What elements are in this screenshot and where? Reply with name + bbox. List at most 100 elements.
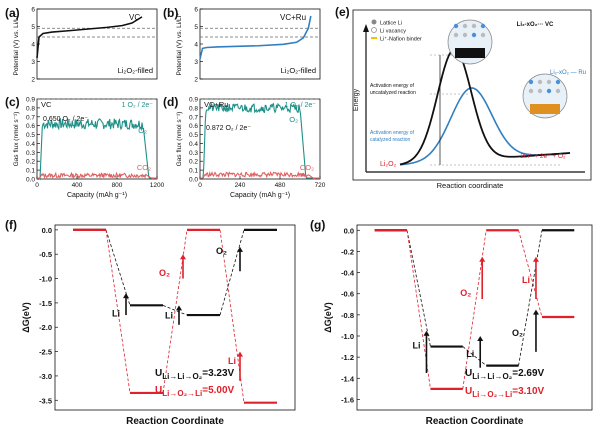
panel-c-co2-label: CO₂ <box>137 163 151 172</box>
panel-f-li-label-3: Li <box>228 356 236 366</box>
panel-f-xlabel: Reaction Coordinate <box>126 416 224 427</box>
panel-e-uncat-text-1: Activation energy of <box>370 83 415 89</box>
panel-c-xlabel: Capacity (mAh g⁻¹) <box>67 192 127 199</box>
panel-d-ytick-label: 0.4 <box>189 141 198 148</box>
panel-f-black-connector <box>105 229 131 306</box>
panel-c-o2-curve <box>37 118 157 181</box>
panel-e-end-label: 2Li⁺ + 2e⁻ + O₂ <box>520 153 566 160</box>
panel-f-ylabel: ΔG(eV) <box>21 302 31 332</box>
panel-e-atom <box>480 23 486 29</box>
panel-a-ytick-label: 3 <box>31 59 35 66</box>
panel-f-ytick-label: -3.0 <box>39 372 52 381</box>
panel-g-ytick-label: -1.4 <box>341 374 355 383</box>
panel-g-li-label-3: Li <box>522 275 530 285</box>
panel-g-o2-label-1: O₂ <box>512 328 523 338</box>
panel-e-uncat-text-2: uncatalyzed reaction <box>370 90 416 96</box>
panel-d-xtick-label: 480 <box>275 182 286 189</box>
panel-c-o2-label: O₂ <box>138 126 147 135</box>
panel-d-ytick-label: 0.7 <box>189 114 198 121</box>
panel-c-xtick-label: 400 <box>72 182 83 189</box>
panel-c-xtick-label: 800 <box>112 182 123 189</box>
panel-f-o2-arrow-1-head <box>237 246 243 252</box>
panel-d-xtick-label: 240 <box>235 182 246 189</box>
panel-c-ytick-label: 0.2 <box>26 159 35 166</box>
panel-g-u-black: ULi→Li→O₂=2.69V <box>465 368 545 381</box>
panel-g-black-connector <box>406 230 431 347</box>
panel-c-ytick-label: 0.0 <box>26 177 35 184</box>
panel-e-atom <box>555 88 561 94</box>
panel-a-ytick-label: 5 <box>31 24 35 31</box>
panel-b-vcru-curve <box>199 15 312 60</box>
panel-f-li-label-2: Li <box>165 310 173 320</box>
panel-d-ytick-label: 0.0 <box>189 177 198 184</box>
panel-f-ytick-label: -2.0 <box>39 323 52 332</box>
panel-f-li-arrow-2-head <box>176 305 182 311</box>
panel-c-ytick-label: 0.1 <box>26 168 35 175</box>
panel-f-o2-label-2: O₂ <box>159 268 170 278</box>
panel-e-vc-substrate <box>455 48 485 58</box>
panel-b-ytick-label: 3 <box>194 59 198 66</box>
panel-e-atom <box>462 32 468 38</box>
panel-e-xlabel: Reaction coordinate <box>437 181 504 190</box>
panel-d-o2-curve <box>200 102 320 179</box>
panel-c-ylabel: Gas flux (nmol s⁻¹) <box>13 112 20 167</box>
panel-f-ytick-label: -3.5 <box>39 396 52 405</box>
panel-f-li-label-1: Li <box>112 309 120 319</box>
panel-d-ytick-label: 0.3 <box>189 150 198 157</box>
panel-a-legend: VC <box>129 13 140 22</box>
panel-e-ru-substrate <box>530 104 560 114</box>
panel-g-ytick-label: 0.0 <box>344 226 354 235</box>
panel-d-co2-label: CO₂ <box>300 163 314 172</box>
panel-g-xlabel: Reaction Coordinate <box>426 416 524 427</box>
panel-c-co2-curve <box>37 171 157 180</box>
panel-g-ylabel: ΔG(eV) <box>323 302 333 332</box>
panel-g-li-arrow-1-head <box>423 330 430 336</box>
panel-g-li-arrow-2-head <box>477 336 484 341</box>
panel-g-ytick-label: -0.2 <box>341 247 354 256</box>
panel-g-frame <box>356 224 593 411</box>
panel-g-red-connector <box>518 230 543 318</box>
panel-f-li-arrow-1-head <box>123 293 129 299</box>
panel-b-ytick-label: 6 <box>194 7 198 14</box>
panel-d-ytick-label: 0.8 <box>189 105 198 112</box>
panel-d-ylabel: Gas flux (nmol s⁻¹) <box>176 112 183 167</box>
panel-e-top-state: Li₂-xO₂··· VC <box>517 22 554 28</box>
panel-b-legend: VC+Ru <box>280 13 306 22</box>
panel-e-atom <box>453 32 459 38</box>
panel-f-ytick-label: -2.5 <box>39 348 52 357</box>
panel-g-black-connector <box>462 346 487 366</box>
panel-d-xtick-label: 0 <box>198 182 202 189</box>
panel-b-ytick-label: 5 <box>194 24 198 31</box>
panel-f-frame <box>54 224 296 411</box>
panel-e-atom <box>555 79 561 85</box>
panel-f-tag: (f) <box>5 218 17 232</box>
panel-b-tag: (b) <box>163 6 178 20</box>
panel-e-atom <box>462 23 468 29</box>
panel-c-xtick-label: 0 <box>35 182 39 189</box>
panel-e-ru-state: Li₂-xO₂ — Ru <box>550 70 586 76</box>
panel-e-frame <box>352 9 592 181</box>
panel-g-li-arrow-3-head <box>532 256 539 262</box>
panel-g-li-label-2: Li <box>466 349 474 359</box>
panel-c-ytick-label: 0.5 <box>26 132 35 139</box>
panel-d-ytick-label: 0.5 <box>189 132 198 139</box>
panel-e-atom <box>453 23 459 29</box>
panel-c-ytick-label: 0.3 <box>26 150 35 157</box>
panel-g-o2-label-2: O₂ <box>460 288 471 298</box>
panel-d-ytick-label: 0.9 <box>189 97 198 104</box>
panel-f-o2-label-1: O₂ <box>216 246 227 256</box>
panel-e-atom <box>537 88 543 94</box>
panel-d-ratio-measured: 0.872 O₂ / 2e⁻ <box>206 125 251 132</box>
panel-e-ylabel: Energy <box>353 88 360 111</box>
panel-e-atom <box>528 79 534 85</box>
panel-f-ytick-label: -1.0 <box>39 275 52 284</box>
panel-a-ytick-label: 4 <box>31 42 35 49</box>
panel-d-tag: (d) <box>163 95 178 109</box>
panel-g-ytick-label: -1.0 <box>341 332 354 341</box>
panel-e-legend-binder: Li⁺-Nafion binder <box>380 36 422 43</box>
panel-f-black-connector <box>219 229 245 316</box>
panel-d-ytick-label: 0.6 <box>189 123 198 130</box>
panel-g-u-red: ULi→O₂→Li=3.10V <box>465 386 545 399</box>
panel-c-label: VC <box>41 100 52 109</box>
